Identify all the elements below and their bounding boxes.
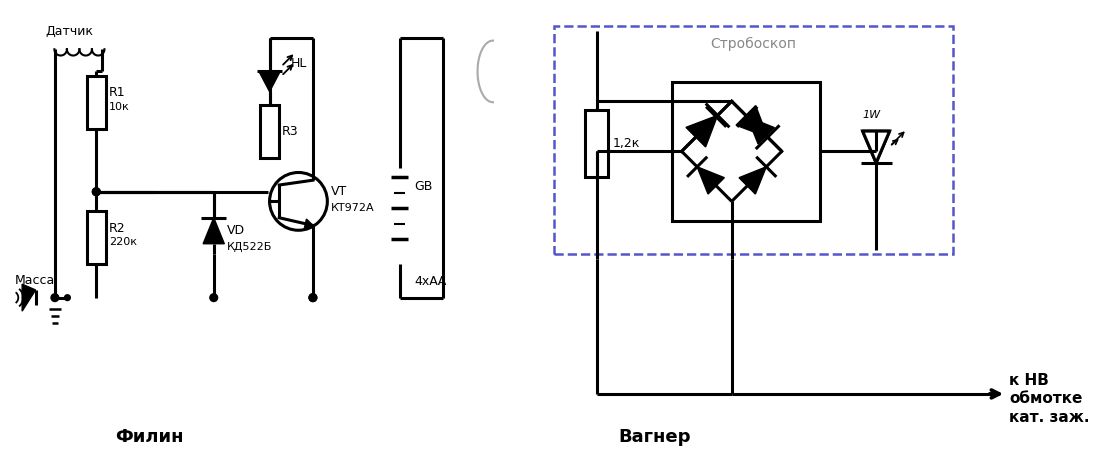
Text: 4хАА: 4хАА: [414, 275, 446, 288]
Circle shape: [92, 188, 100, 196]
Text: VT: VT: [331, 185, 347, 198]
Bar: [260, 105, 279, 158]
Circle shape: [92, 188, 100, 196]
Text: R2: R2: [109, 222, 125, 235]
Polygon shape: [22, 284, 36, 311]
Circle shape: [309, 294, 317, 301]
Polygon shape: [747, 117, 775, 144]
Text: VD: VD: [227, 224, 246, 237]
Polygon shape: [203, 218, 225, 244]
Circle shape: [52, 294, 59, 301]
Text: Масса: Масса: [14, 274, 55, 287]
Circle shape: [210, 294, 218, 301]
Text: кат. заж.: кат. заж.: [1009, 410, 1089, 425]
Text: Стробоскоп: Стробоскоп: [710, 36, 797, 51]
Bar: [672, 82, 820, 220]
Circle shape: [309, 294, 317, 301]
Text: к НВ: к НВ: [1009, 373, 1049, 388]
Text: 1W: 1W: [863, 109, 880, 120]
Polygon shape: [305, 219, 312, 228]
Text: 220к: 220к: [109, 237, 137, 247]
Text: 10к: 10к: [109, 102, 129, 112]
Bar: [87, 211, 106, 264]
Text: R3: R3: [282, 125, 299, 138]
Bar: [585, 110, 608, 177]
Polygon shape: [737, 106, 767, 137]
Polygon shape: [697, 167, 724, 194]
Bar: [87, 76, 106, 129]
Bar: [553, 26, 954, 255]
Text: Вагнер: Вагнер: [618, 428, 690, 446]
Polygon shape: [689, 117, 716, 144]
Text: R1: R1: [109, 86, 125, 99]
Text: Филин: Филин: [115, 428, 183, 446]
Text: КТ972А: КТ972А: [331, 203, 375, 213]
Text: Датчик: Датчик: [45, 26, 93, 38]
Circle shape: [65, 295, 70, 301]
Text: GB: GB: [414, 181, 432, 193]
Text: КД522Б: КД522Б: [227, 242, 273, 252]
Text: обмотке: обмотке: [1009, 391, 1083, 406]
Polygon shape: [739, 167, 766, 194]
Polygon shape: [686, 115, 718, 147]
Polygon shape: [259, 72, 281, 91]
Text: 1,2к: 1,2к: [613, 137, 640, 150]
Circle shape: [270, 173, 328, 230]
Polygon shape: [863, 131, 890, 163]
Text: HL: HL: [290, 57, 307, 70]
